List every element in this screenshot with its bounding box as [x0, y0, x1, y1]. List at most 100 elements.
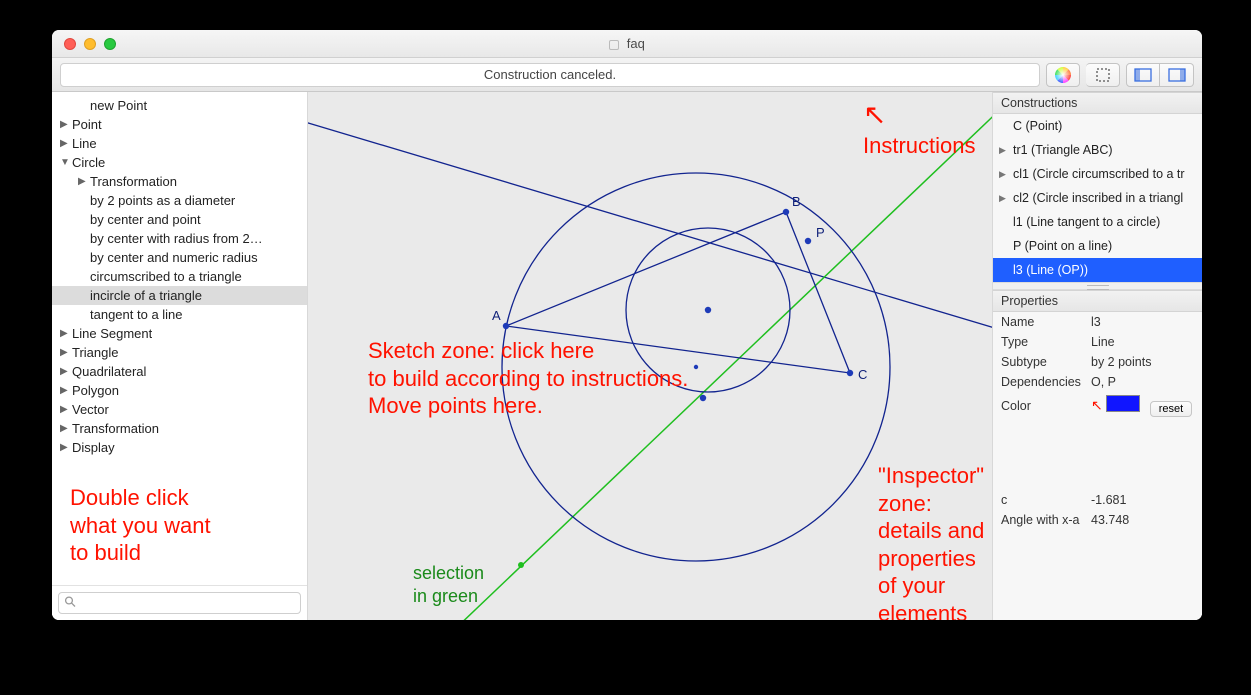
annotation-text: to build — [70, 539, 211, 567]
annotation-instructions-text: Instructions — [863, 133, 976, 158]
tree-item[interactable]: ▼Circle — [52, 153, 307, 172]
instruction-message: Construction canceled. — [60, 63, 1040, 87]
tree-item-label: Quadrilateral — [72, 364, 146, 379]
tree-item[interactable]: ▶Triangle — [52, 343, 307, 362]
toggle-left-panel-button[interactable] — [1126, 63, 1160, 87]
tree-item-label: Transformation — [72, 421, 159, 436]
prop-key: Subtype — [1001, 355, 1085, 369]
prop-c: c -1.681 — [993, 490, 1202, 510]
arrow-icon: ↖ — [1091, 397, 1103, 413]
annotation-text: Move points here. — [368, 392, 688, 420]
tree-item[interactable]: circumscribed to a triangle — [52, 267, 307, 286]
tree-item[interactable]: ▶Transformation — [52, 419, 307, 438]
disclosure-triangle-icon[interactable]: ▼ — [60, 157, 72, 168]
titlebar: faq — [52, 30, 1202, 58]
tree-item-label: Line Segment — [72, 326, 152, 341]
prop-key: Dependencies — [1001, 375, 1085, 389]
tree-item[interactable]: ▶Point — [52, 115, 307, 134]
construction-row[interactable]: ▶ cl1 (Circle circumscribed to a tr — [993, 162, 1202, 186]
disclosure-triangle-icon[interactable]: ▶ — [999, 193, 1009, 204]
svg-text:P: P — [816, 225, 825, 240]
prop-deps: Dependencies O, P — [993, 372, 1202, 392]
prop-key: Color — [1001, 399, 1085, 413]
splitter-handle[interactable] — [993, 282, 1202, 290]
construction-row[interactable]: P (Point on a line) — [993, 234, 1202, 258]
construction-row[interactable]: C (Point) — [993, 114, 1202, 138]
disclosure-triangle-icon[interactable]: ▶ — [60, 404, 72, 415]
construction-row[interactable]: ▶tr1 (Triangle ABC) — [993, 138, 1202, 162]
tree-item[interactable]: ▶Line Segment — [52, 324, 307, 343]
color-wheel-icon — [1054, 66, 1072, 84]
prop-value: 43.748 — [1091, 513, 1194, 527]
prop-name: Name l3 — [993, 312, 1202, 332]
prop-value: by 2 points — [1091, 355, 1194, 369]
tree-item[interactable]: new Point — [52, 96, 307, 115]
disclosure-triangle-icon[interactable]: ▶ — [60, 328, 72, 339]
prop-key: Type — [1001, 335, 1085, 349]
annotation-instructions: ↖ Instructions — [863, 97, 992, 160]
tree-item[interactable]: ▶Line — [52, 134, 307, 153]
tree-item[interactable]: ▶Quadrilateral — [52, 362, 307, 381]
prop-color: Color ↖ reset — [993, 392, 1202, 420]
tree-item-label: by center and numeric radius — [90, 250, 258, 265]
arrow-icon: ↖ — [863, 99, 886, 130]
tree-item-label: Circle — [72, 155, 105, 170]
color-swatch[interactable] — [1106, 395, 1140, 412]
annotation-text: to build according to instructions. — [368, 365, 688, 393]
prop-subtype: Subtype by 2 points — [993, 352, 1202, 372]
tree-item-label: by center with radius from 2… — [90, 231, 263, 246]
tree-item-label: Line — [72, 136, 97, 151]
disclosure-triangle-icon[interactable]: ▶ — [60, 423, 72, 434]
construction-row[interactable]: l3 (Line (OP)) — [993, 258, 1202, 282]
annotation-text: what you want — [70, 512, 211, 540]
tree-item-label: Triangle — [72, 345, 118, 360]
disclosure-triangle-icon[interactable]: ▶ — [60, 385, 72, 396]
disclosure-triangle-icon[interactable]: ▶ — [999, 169, 1009, 180]
annotation-text: in green — [413, 585, 484, 608]
annotation-text: Double click — [70, 484, 211, 512]
search-wrap — [52, 585, 307, 620]
tree-item-label: Display — [72, 440, 115, 455]
reset-color-button[interactable]: reset — [1150, 401, 1192, 417]
constructions-list[interactable]: C (Point)▶tr1 (Triangle ABC)▶cl1 (Circle… — [993, 114, 1202, 282]
annotation-text: selection — [413, 562, 484, 585]
disclosure-triangle-icon[interactable]: ▶ — [60, 119, 72, 130]
construction-label: l1 (Line tangent to a circle) — [1013, 215, 1160, 229]
tree-item[interactable]: by center and numeric radius — [52, 248, 307, 267]
search-input[interactable] — [58, 592, 301, 614]
tree-item[interactable]: ▶Vector — [52, 400, 307, 419]
construction-row[interactable]: ▶cl2 (Circle inscribed in a triangl — [993, 186, 1202, 210]
tree-item-label: circumscribed to a triangle — [90, 269, 242, 284]
disclosure-triangle-icon[interactable]: ▶ — [78, 176, 90, 187]
disclosure-triangle-icon[interactable]: ▶ — [60, 442, 72, 453]
marquee-select-button[interactable] — [1086, 63, 1120, 87]
disclosure-triangle-icon[interactable]: ▶ — [60, 347, 72, 358]
tree-item-label: by 2 points as a diameter — [90, 193, 235, 208]
disclosure-triangle-icon[interactable]: ▶ — [60, 366, 72, 377]
tree-item[interactable]: by center and point — [52, 210, 307, 229]
color-picker-button[interactable] — [1046, 63, 1080, 87]
svg-text:B: B — [792, 194, 801, 209]
inspector: Constructions C (Point)▶tr1 (Triangle AB… — [992, 92, 1202, 620]
tree-item[interactable]: ▶Polygon — [52, 381, 307, 400]
disclosure-triangle-icon[interactable]: ▶ — [60, 138, 72, 149]
marquee-icon — [1095, 67, 1111, 83]
tree-item[interactable]: by center with radius from 2… — [52, 229, 307, 248]
tree-item[interactable]: ▶Display — [52, 438, 307, 457]
construction-label: cl1 (Circle circumscribed to a tr — [1013, 167, 1185, 181]
construction-row[interactable]: l1 (Line tangent to a circle) — [993, 210, 1202, 234]
disclosure-triangle-icon[interactable]: ▶ — [999, 145, 1009, 156]
toggle-right-panel-button[interactable] — [1160, 63, 1194, 87]
properties-list: Name l3 Type Line Subtype by 2 points De… — [993, 312, 1202, 620]
sketch-canvas[interactable]: ABCP ↖ Instructions Sketch zone: click h… — [308, 92, 992, 620]
prop-key: Name — [1001, 315, 1085, 329]
tree-item[interactable]: tangent to a line — [52, 305, 307, 324]
construction-label: l3 (Line (OP)) — [1013, 263, 1088, 277]
left-panel-icon — [1134, 68, 1152, 82]
tree-item[interactable]: incircle of a triangle — [52, 286, 307, 305]
tree-item[interactable]: by 2 points as a diameter — [52, 191, 307, 210]
prop-key: c — [1001, 493, 1085, 507]
tree-item[interactable]: ▶Transformation — [52, 172, 307, 191]
right-panel-icon — [1168, 68, 1186, 82]
constructions-header: Constructions — [993, 92, 1202, 114]
